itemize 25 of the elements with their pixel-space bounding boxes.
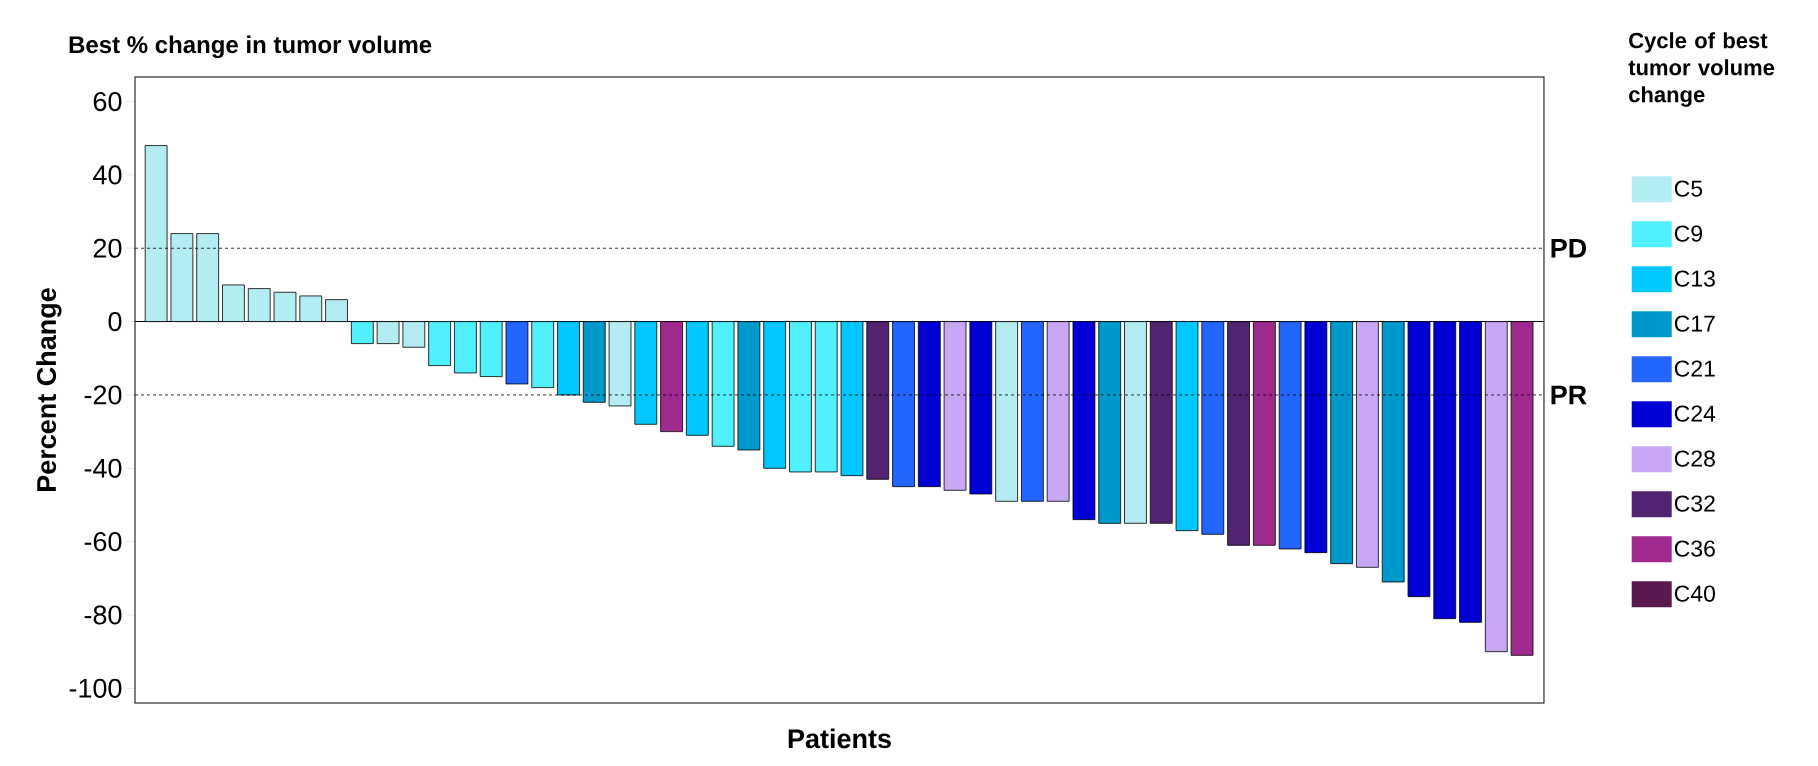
x-axis-title: Patients — [788, 728, 891, 749]
legend-label: C13 — [1674, 270, 1715, 287]
y-tick-label: 0 — [108, 312, 122, 332]
legend-label: C40 — [1674, 585, 1716, 602]
ref-line-label: PD — [1551, 238, 1587, 258]
legend-label: C5 — [1674, 180, 1703, 197]
y-axis-title: Percent Change — [36, 288, 62, 491]
chart-title: Best % change in tumor volume — [69, 35, 432, 59]
y-tick-label: -100 — [69, 678, 122, 698]
legend-label: C36 — [1674, 540, 1715, 557]
legend-label: C24 — [1674, 405, 1716, 422]
legend-label: C21 — [1674, 360, 1715, 377]
ref-line-label: PR — [1551, 385, 1587, 405]
y-tick-label: -60 — [84, 532, 122, 552]
y-tick-label: 60 — [93, 92, 122, 112]
y-tick-label: 40 — [93, 165, 122, 185]
legend-label: C32 — [1674, 495, 1715, 512]
y-tick-label: -80 — [84, 605, 122, 625]
legend-label: C17 — [1674, 315, 1715, 332]
legend-title: Cycle of best tumor volume change — [1628, 32, 1775, 107]
y-tick-label: -40 — [84, 458, 122, 478]
y-tick-label: -20 — [84, 385, 122, 405]
legend-label: C28 — [1674, 450, 1715, 467]
y-tick-label: 20 — [93, 238, 122, 258]
legend-label: C9 — [1674, 225, 1703, 242]
